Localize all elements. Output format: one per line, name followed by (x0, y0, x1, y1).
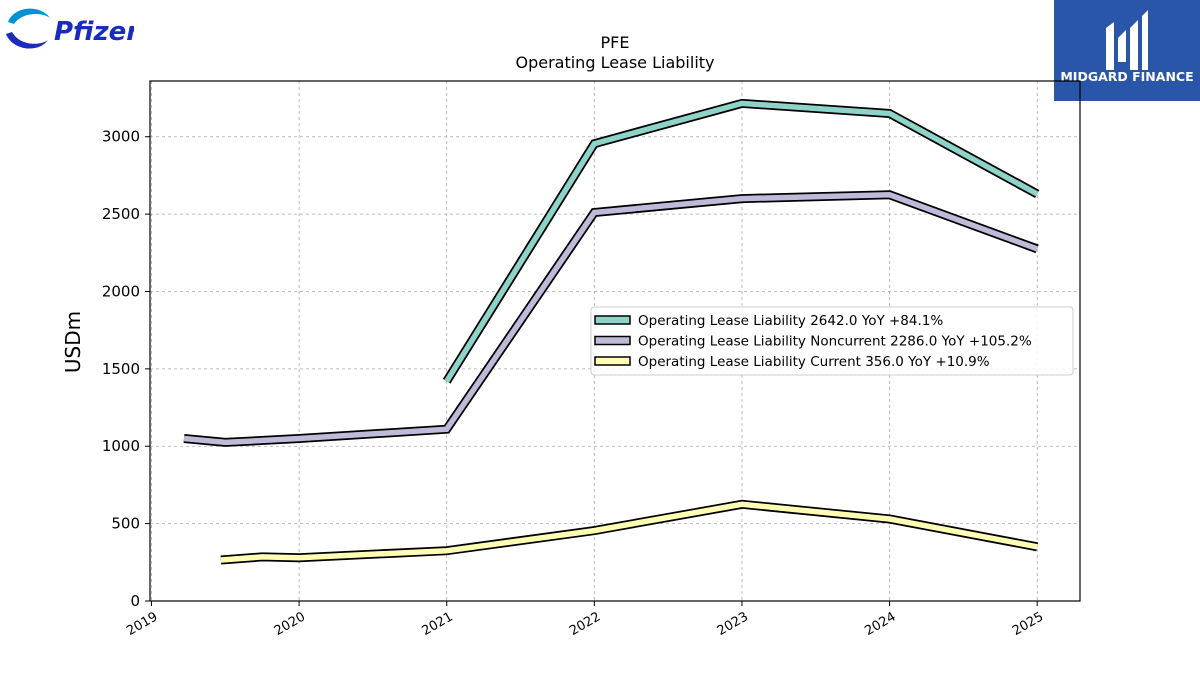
chart-subtitle: Operating Lease Liability (515, 53, 714, 72)
x-tick-label: 2024 (862, 609, 898, 639)
series-line-2 (183, 190, 1039, 447)
y-tick-label: 1000 (102, 437, 140, 455)
series-fill (444, 100, 1039, 383)
x-tick-label: 2025 (1010, 609, 1046, 639)
x-tick-label: 2023 (715, 609, 751, 639)
series-fill (183, 192, 1039, 446)
legend-label: Operating Lease Liability Current 356.0 … (638, 354, 990, 370)
y-tick-label: 0 (130, 592, 140, 610)
midgard-wordmark: MIDGARD FINANCE (1060, 69, 1193, 84)
series-fill (220, 501, 1038, 563)
legend-swatch (594, 315, 631, 325)
pfizer-wordmark: Pfizer (54, 17, 134, 47)
x-tick-label: 2019 (124, 609, 160, 639)
x-tick-label: 2021 (419, 609, 455, 639)
y-tick-label: 2500 (102, 205, 140, 223)
legend-label: Operating Lease Liability 2642.0 YoY +84… (638, 313, 943, 329)
y-tick-label: 2000 (102, 282, 140, 300)
legend-box (590, 306, 1074, 376)
pfizer-logo: Pfizer (4, 4, 141, 58)
plot-frame (149, 80, 1081, 602)
x-tick-label: 2022 (567, 609, 603, 639)
y-tick-label: 3000 (102, 128, 140, 146)
series-line-3 (220, 499, 1039, 565)
y-tick-label: 500 (111, 515, 140, 533)
chart-title: PFE (601, 33, 630, 52)
legend: Operating Lease Liability 2642.0 YoY +84… (590, 306, 1074, 376)
series-outline (220, 499, 1039, 565)
pfizer-swoosh-icon (8, 8, 50, 24)
y-axis-label: USDm (61, 311, 85, 373)
y-tick-label: 1500 (102, 360, 140, 378)
x-tick-label: 2020 (272, 609, 308, 639)
series-group (183, 98, 1040, 565)
legend-swatch (594, 335, 631, 346)
legend-swatch (594, 356, 631, 366)
series-line-1 (442, 98, 1040, 384)
midgard-m-icon (1106, 10, 1148, 70)
legend-label: Operating Lease Liability Noncurrent 228… (638, 334, 1032, 350)
midgard-finance-logo: MIDGARD FINANCE (1054, 0, 1200, 101)
